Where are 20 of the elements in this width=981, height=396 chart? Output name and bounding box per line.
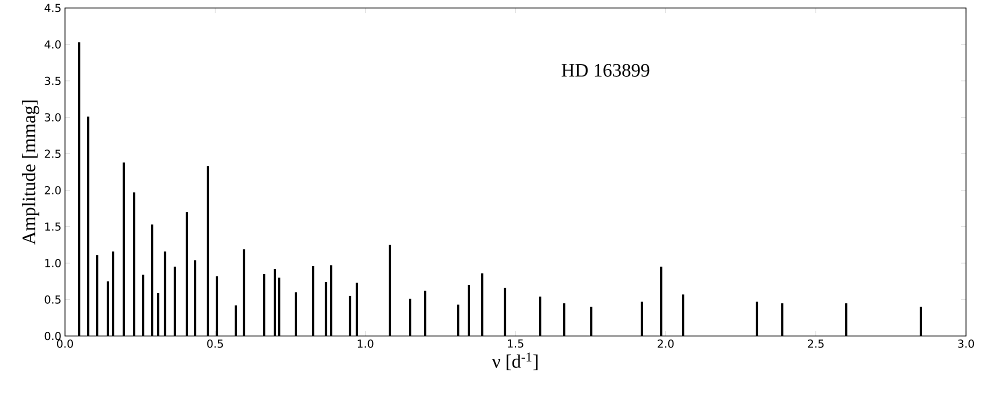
y-tick-label: 3.5 xyxy=(44,76,61,86)
y-tick-label: 2.0 xyxy=(44,186,61,194)
x-tick-label: 0.0 xyxy=(57,340,73,348)
x-tick-label: 1.5 xyxy=(508,340,524,348)
y-tick-label: 2.5 xyxy=(44,150,61,158)
y-tick-label: 4.5 xyxy=(44,4,61,12)
y-tick-label: 0.0 xyxy=(44,332,61,340)
x-tick-label: 2.0 xyxy=(658,340,674,348)
y-tick-label: 1.5 xyxy=(45,222,61,231)
text: HD 163899 xyxy=(562,64,650,77)
y-tick-label: 3.0 xyxy=(44,113,61,122)
x-axis-title: ν [d$^{-1}$] xyxy=(492,352,538,370)
y-tick-label: 4.0 xyxy=(44,40,61,49)
x-tick-label: 0.5 xyxy=(207,340,223,348)
x-tick-label: 3.0 xyxy=(958,340,974,348)
y-axis-title: Amplitude [mmag] xyxy=(22,100,40,245)
y-tick-label: 0.5 xyxy=(44,295,61,304)
x-tick-label: 2.5 xyxy=(808,340,824,348)
y-tick-label: 1.0 xyxy=(45,258,61,268)
x-tick-label: 1.0 xyxy=(358,340,374,348)
